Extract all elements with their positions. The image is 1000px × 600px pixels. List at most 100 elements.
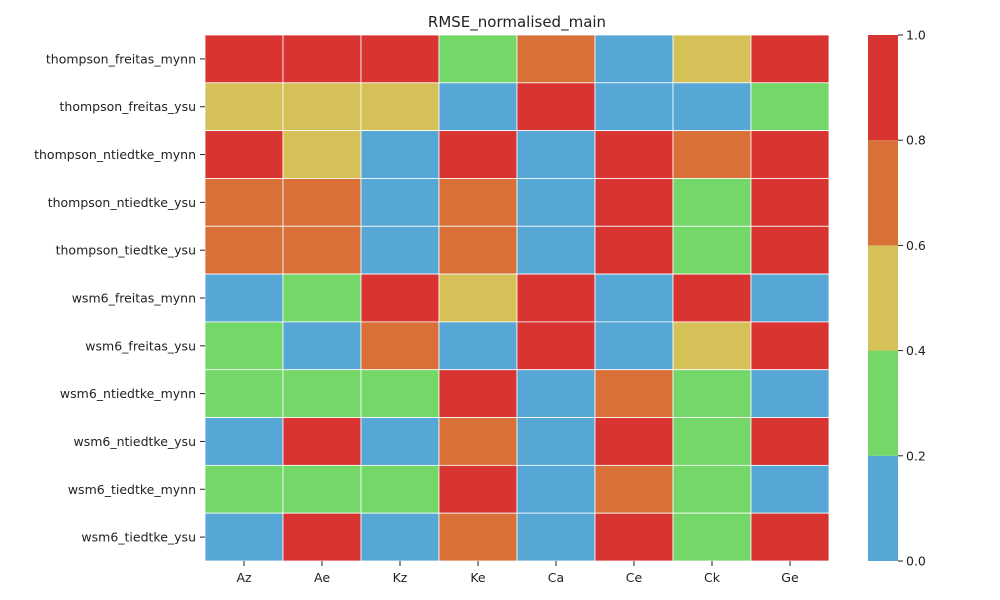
colorbar-tick-label: 0.0 bbox=[906, 554, 926, 569]
heatmap-cell bbox=[204, 321, 284, 371]
heatmap-cell bbox=[750, 321, 830, 371]
heatmap-cells bbox=[204, 34, 830, 562]
y-axis-tick-label: thompson_tiedtke_ysu bbox=[56, 243, 196, 258]
y-axis-tick-label: thompson_freitas_mynn bbox=[46, 51, 196, 66]
heatmap-cell bbox=[672, 512, 752, 562]
heatmap-cell bbox=[750, 417, 830, 466]
heatmap-cell bbox=[594, 321, 674, 371]
colorbar-tick-label: 1.0 bbox=[906, 28, 926, 43]
heatmap-cell bbox=[594, 417, 674, 466]
heatmap-cell bbox=[204, 369, 284, 418]
x-axis-tick-labels: Az Ae Kz Ke Ca Ce Ck Ge bbox=[236, 561, 799, 585]
heatmap-cell bbox=[204, 417, 284, 466]
heatmap-cell bbox=[516, 82, 596, 132]
heatmap-cell bbox=[594, 130, 674, 179]
colorbar-segment bbox=[868, 35, 898, 141]
heatmap-cell bbox=[516, 512, 596, 562]
heatmap-cell bbox=[438, 512, 518, 562]
colorbar-segment bbox=[868, 140, 898, 246]
heatmap-cell bbox=[204, 273, 284, 323]
heatmap-cell bbox=[360, 512, 440, 562]
colorbar-segment bbox=[868, 350, 898, 456]
heatmap-cell bbox=[594, 34, 674, 84]
x-axis-tick-label: Az bbox=[236, 570, 252, 585]
heatmap-cell bbox=[672, 417, 752, 466]
heatmap-cell bbox=[750, 34, 830, 84]
colorbar-tick-label: 0.2 bbox=[906, 448, 926, 463]
y-axis-tick-label: wsm6_ntiedtke_ysu bbox=[73, 434, 196, 449]
x-axis-tick-label: Ck bbox=[704, 570, 721, 585]
heatmap-cell bbox=[204, 464, 284, 514]
heatmap-cell bbox=[204, 34, 284, 84]
heatmap-cell bbox=[360, 82, 440, 132]
heatmap-cell bbox=[516, 369, 596, 418]
heatmap-cell bbox=[672, 321, 752, 371]
chart-title: RMSE_normalised_main bbox=[428, 13, 606, 32]
heatmap-cell bbox=[438, 464, 518, 514]
heatmap-cell bbox=[282, 82, 362, 132]
heatmap-cell bbox=[438, 178, 518, 227]
heatmap-cell bbox=[438, 417, 518, 466]
heatmap-cell bbox=[594, 464, 674, 514]
heatmap-cell bbox=[516, 130, 596, 179]
heatmap-cell bbox=[360, 464, 440, 514]
heatmap-cell bbox=[594, 369, 674, 418]
heatmap-cell bbox=[594, 225, 674, 275]
heatmap-cell bbox=[282, 273, 362, 323]
heatmap-cell bbox=[282, 464, 362, 514]
x-axis-tick-label: Ca bbox=[548, 570, 564, 585]
heatmap-cell bbox=[672, 369, 752, 418]
heatmap-cell bbox=[750, 512, 830, 562]
heatmap-cell bbox=[438, 130, 518, 179]
heatmap-cell bbox=[516, 321, 596, 371]
colorbar-tick-label: 0.8 bbox=[906, 133, 926, 148]
heatmap-cell bbox=[750, 464, 830, 514]
x-axis-tick-label: Ge bbox=[781, 570, 799, 585]
x-axis-tick-label: Ae bbox=[314, 570, 330, 585]
heatmap-cell bbox=[516, 34, 596, 84]
x-axis-tick-label: Ke bbox=[470, 570, 486, 585]
heatmap-cell bbox=[750, 130, 830, 179]
heatmap-cell bbox=[672, 225, 752, 275]
heatmap-cell bbox=[282, 369, 362, 418]
heatmap-cell bbox=[360, 130, 440, 179]
colorbar-tick-label: 0.6 bbox=[906, 238, 926, 253]
heatmap-cell bbox=[360, 321, 440, 371]
heatmap-cell bbox=[282, 512, 362, 562]
colorbar: 0.0 0.2 0.4 0.6 0.8 1.0 bbox=[868, 28, 926, 569]
heatmap-cell bbox=[672, 130, 752, 179]
heatmap-cell bbox=[282, 225, 362, 275]
heatmap-cell bbox=[750, 369, 830, 418]
heatmap-cell bbox=[204, 225, 284, 275]
x-axis-tick-label: Ce bbox=[626, 570, 643, 585]
y-axis-tick-label: wsm6_ntiedtke_mynn bbox=[60, 386, 196, 401]
heatmap-cell bbox=[672, 273, 752, 323]
heatmap-cell bbox=[516, 225, 596, 275]
heatmap-cell bbox=[204, 512, 284, 562]
heatmap-cell bbox=[282, 130, 362, 179]
heatmap-cell bbox=[672, 178, 752, 227]
heatmap-cell bbox=[360, 273, 440, 323]
heatmap-cell bbox=[438, 321, 518, 371]
heatmap-cell bbox=[438, 34, 518, 84]
heatmap-cell bbox=[750, 225, 830, 275]
y-axis-tick-label: thompson_ntiedtke_ysu bbox=[48, 195, 196, 210]
heatmap-cell bbox=[438, 82, 518, 132]
heatmap-cell bbox=[594, 512, 674, 562]
heatmap-cell bbox=[360, 369, 440, 418]
y-axis-tick-label: thompson_ntiedtke_mynn bbox=[34, 147, 196, 162]
y-axis-tick-labels: thompson_freitas_mynn thompson_freitas_ys… bbox=[34, 51, 205, 545]
heatmap-cell bbox=[672, 82, 752, 132]
heatmap-cell bbox=[516, 273, 596, 323]
heatmap-cell bbox=[282, 417, 362, 466]
heatmap-cell bbox=[282, 34, 362, 84]
heatmap-cell bbox=[438, 273, 518, 323]
y-axis-tick-label: wsm6_tiedtke_ysu bbox=[81, 530, 196, 545]
heatmap-cell bbox=[204, 82, 284, 132]
heatmap-cell bbox=[282, 321, 362, 371]
y-axis-tick-label: wsm6_freitas_ysu bbox=[85, 338, 196, 353]
colorbar-segment bbox=[868, 455, 898, 561]
heatmap-cell bbox=[282, 178, 362, 227]
heatmap-cell bbox=[594, 82, 674, 132]
